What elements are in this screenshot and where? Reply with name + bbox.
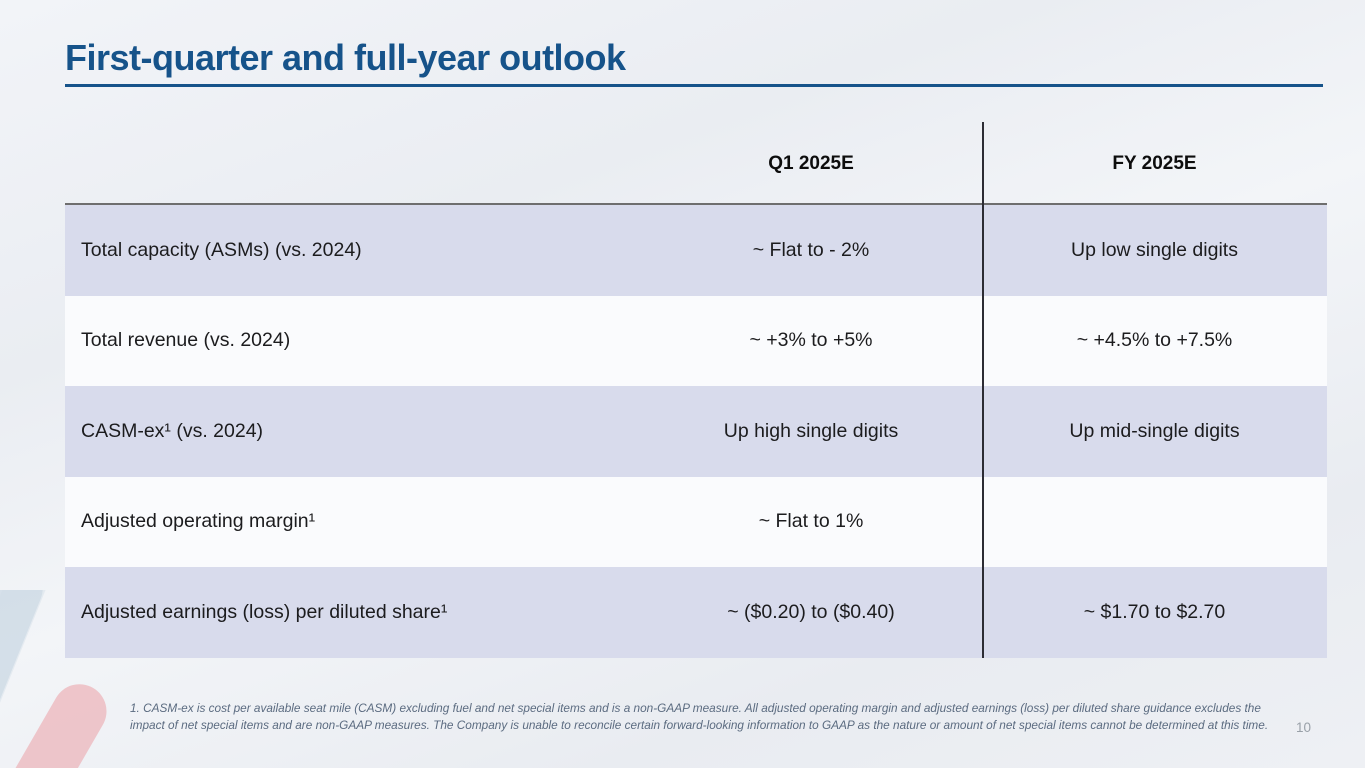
- table-header-row: Q1 2025E FY 2025E: [65, 125, 1327, 203]
- outlook-table: Q1 2025E FY 2025E Total capacity (ASMs) …: [65, 125, 1327, 658]
- fy-value: Up mid-single digits: [1069, 419, 1240, 442]
- row-label: Adjusted earnings (loss) per diluted sha…: [81, 600, 448, 623]
- column-divider-line: [982, 122, 984, 658]
- fy-value: Up low single digits: [1071, 238, 1238, 261]
- row-label: CASM-ex¹ (vs. 2024): [81, 419, 264, 442]
- fy-value: ~ +4.5% to +7.5%: [1076, 329, 1233, 352]
- table-row-adjusted-eps: Adjusted earnings (loss) per diluted sha…: [65, 567, 1327, 658]
- q1-value: ~ Flat to 1%: [758, 510, 864, 533]
- table-body: Total capacity (ASMs) (vs. 2024) ~ Flat …: [65, 203, 1327, 658]
- q1-value: ~ Flat to - 2%: [752, 238, 870, 261]
- row-label: Adjusted operating margin¹: [81, 510, 316, 533]
- q1-value: Up high single digits: [723, 419, 899, 442]
- title-block: First-quarter and full-year outlook: [65, 38, 1323, 87]
- page-number: 10: [1296, 720, 1312, 735]
- table-row-total-capacity: Total capacity (ASMs) (vs. 2024) ~ Flat …: [65, 205, 1327, 296]
- page-title: First-quarter and full-year outlook: [65, 37, 626, 78]
- table-row-casm-ex: CASM-ex¹ (vs. 2024) Up high single digit…: [65, 386, 1327, 477]
- header-q1-2025e: Q1 2025E: [768, 153, 854, 174]
- row-label: Total capacity (ASMs) (vs. 2024): [81, 238, 362, 261]
- header-fy-2025e: FY 2025E: [1112, 153, 1197, 174]
- q1-value: ~ ($0.20) to ($0.40): [727, 600, 895, 623]
- fy-value: ~ $1.70 to $2.70: [1083, 600, 1226, 623]
- table-row-adjusted-operating-margin: Adjusted operating margin¹ ~ Flat to 1%: [65, 476, 1327, 567]
- q1-value: ~ +3% to +5%: [749, 329, 873, 352]
- row-label: Total revenue (vs. 2024): [81, 329, 291, 352]
- table-row-total-revenue: Total revenue (vs. 2024) ~ +3% to +5% ~ …: [65, 295, 1327, 386]
- footnote-text: 1. CASM-ex is cost per available seat mi…: [130, 701, 1269, 732]
